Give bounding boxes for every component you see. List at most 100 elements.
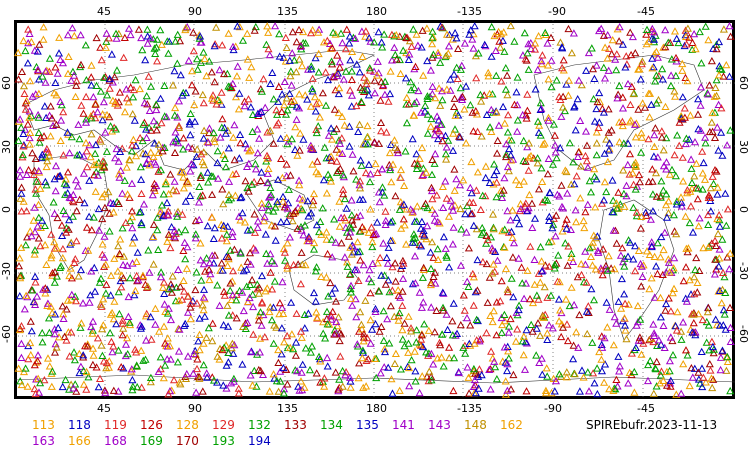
observation-marker — [494, 121, 503, 129]
observation-marker — [269, 207, 278, 215]
observation-marker — [400, 181, 409, 189]
observation-marker — [17, 183, 26, 191]
observation-marker — [278, 90, 287, 98]
observation-marker — [458, 95, 467, 103]
observation-marker — [274, 387, 283, 395]
observation-marker — [192, 388, 201, 396]
observation-marker — [423, 110, 432, 118]
observation-marker — [404, 339, 413, 347]
observation-marker — [63, 168, 73, 176]
observation-marker — [298, 205, 307, 214]
observation-marker — [709, 375, 718, 383]
observation-marker — [191, 350, 200, 358]
observation-marker — [652, 71, 661, 79]
observation-marker — [105, 76, 114, 84]
observation-marker — [383, 314, 392, 323]
observation-marker — [477, 132, 486, 140]
observation-marker — [605, 384, 614, 393]
observation-marker — [716, 365, 725, 374]
observation-marker — [304, 309, 313, 317]
observation-marker — [671, 53, 681, 62]
observation-marker — [632, 119, 641, 127]
observation-marker — [644, 135, 653, 143]
observation-marker — [597, 332, 606, 340]
observation-marker — [623, 160, 632, 169]
observation-marker — [691, 265, 700, 274]
observation-marker — [373, 57, 382, 65]
observation-marker — [557, 332, 566, 341]
observation-marker — [508, 253, 517, 261]
observation-marker — [510, 37, 519, 45]
observation-marker — [620, 290, 629, 298]
observation-marker — [628, 32, 637, 41]
observation-marker — [150, 158, 159, 166]
observation-marker — [647, 274, 656, 282]
observation-marker — [132, 257, 141, 265]
observation-marker — [464, 282, 473, 290]
observation-marker — [514, 305, 523, 314]
observation-marker — [233, 22, 242, 30]
observation-marker — [195, 215, 204, 223]
observation-marker — [303, 95, 312, 103]
observation-marker — [169, 137, 178, 146]
observation-marker — [65, 215, 74, 224]
observation-marker — [93, 107, 102, 116]
observation-marker — [100, 232, 109, 240]
observation-marker — [541, 261, 550, 269]
observation-marker — [534, 31, 543, 40]
observation-marker — [672, 390, 681, 398]
lon-top-label-135: 135 — [277, 5, 298, 18]
observation-marker — [292, 309, 301, 317]
observation-marker — [244, 159, 253, 167]
observation-marker — [52, 120, 61, 128]
observation-marker — [15, 291, 24, 300]
observation-marker — [461, 349, 470, 357]
observation-marker — [391, 50, 400, 59]
observation-marker — [67, 274, 76, 282]
observation-marker — [265, 307, 274, 316]
observation-marker — [179, 134, 188, 142]
observation-marker — [156, 207, 165, 215]
observation-marker — [629, 180, 638, 188]
observation-marker — [287, 330, 296, 338]
observation-marker — [620, 314, 629, 322]
observation-marker — [492, 178, 501, 186]
observation-marker — [567, 48, 576, 57]
observation-marker — [141, 55, 150, 64]
observation-marker — [411, 377, 420, 385]
observation-marker — [32, 189, 41, 197]
observation-marker — [426, 280, 435, 289]
observation-marker — [250, 26, 259, 34]
observation-marker — [155, 327, 164, 335]
observation-marker — [650, 130, 659, 139]
observation-marker — [62, 336, 71, 344]
observation-marker — [305, 365, 315, 374]
observation-marker — [186, 130, 195, 139]
observation-marker — [154, 367, 163, 375]
observation-marker — [531, 85, 540, 93]
observation-marker — [88, 326, 97, 334]
observation-marker — [722, 60, 731, 69]
observation-marker — [430, 216, 439, 224]
observation-marker — [614, 188, 623, 196]
observation-marker — [392, 55, 401, 63]
observation-marker — [347, 211, 356, 219]
observation-marker — [183, 22, 192, 31]
observation-marker — [256, 308, 265, 316]
observation-marker — [629, 203, 638, 211]
observation-marker — [52, 91, 61, 99]
observation-marker — [323, 362, 332, 370]
observation-marker — [62, 180, 71, 189]
observation-marker — [115, 249, 124, 257]
observation-marker — [316, 217, 325, 225]
observation-marker — [253, 148, 262, 157]
observation-marker — [86, 111, 95, 120]
observation-marker — [241, 176, 250, 185]
observation-marker — [371, 307, 380, 315]
observation-marker — [349, 167, 358, 175]
observation-marker — [398, 301, 407, 309]
observation-marker — [38, 150, 47, 158]
observation-marker — [584, 308, 593, 316]
observation-marker — [311, 267, 320, 275]
observation-marker — [280, 248, 289, 256]
